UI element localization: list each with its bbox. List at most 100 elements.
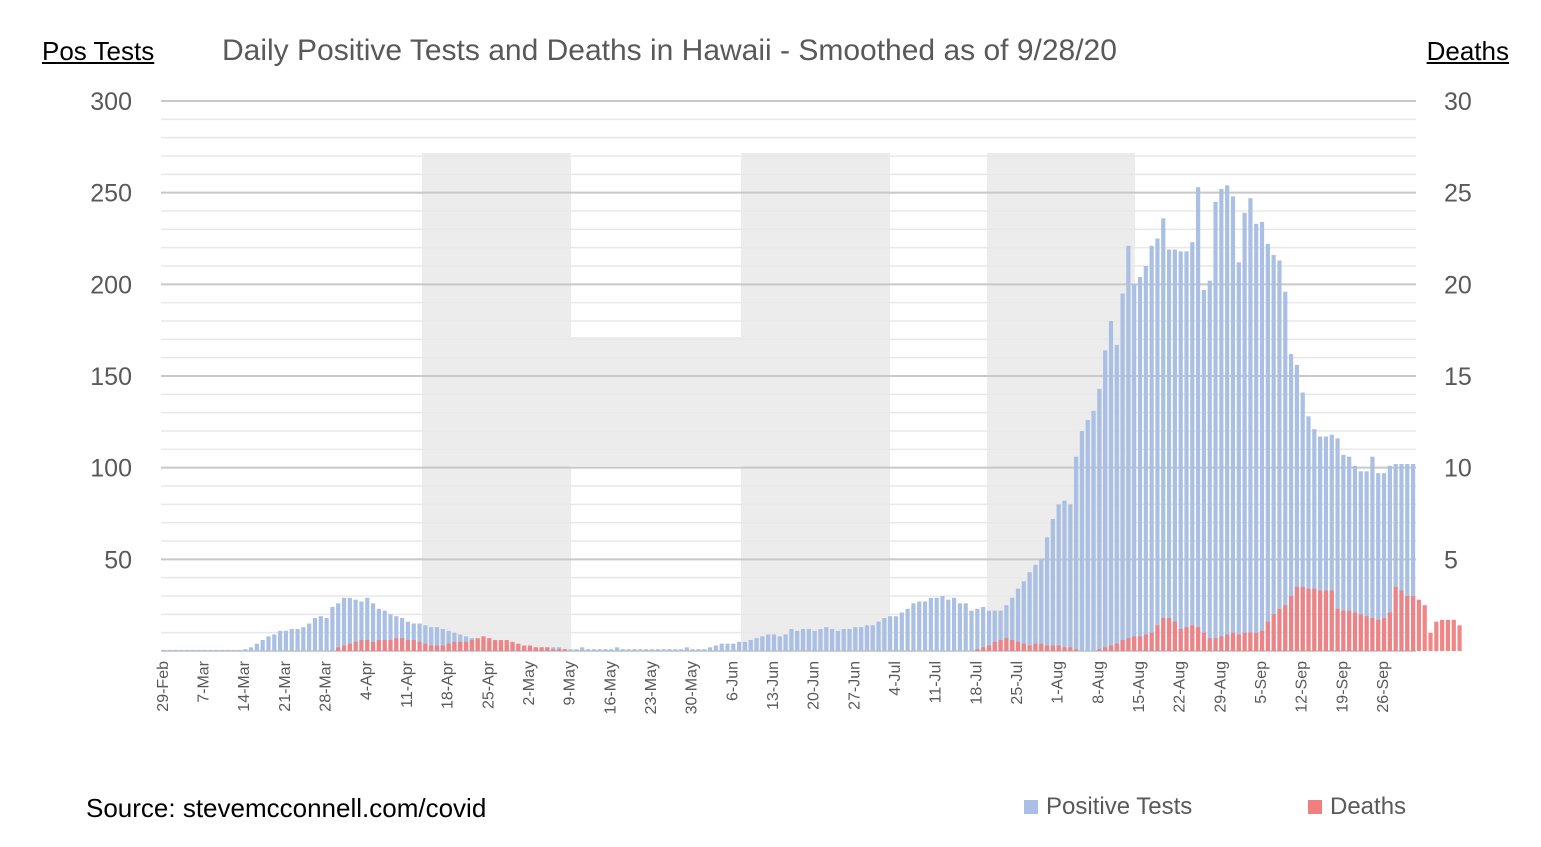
- x-tick-label: 1-Aug: [1050, 661, 1067, 704]
- deaths-bar: [1277, 608, 1282, 651]
- positive-tests-bar: [1225, 185, 1230, 652]
- deaths-bar: [1254, 632, 1259, 651]
- left-tick-label: 200: [90, 271, 132, 299]
- positive-tests-bar: [1103, 350, 1108, 651]
- positive-tests-bar: [917, 601, 922, 651]
- x-tick-label: 4-Apr: [358, 660, 375, 700]
- positive-tests-bar: [748, 640, 753, 651]
- x-tick-label: 29-Aug: [1212, 661, 1229, 713]
- deaths-bar: [1039, 643, 1044, 651]
- deaths-bar: [1457, 625, 1462, 651]
- right-tick-label: 20: [1444, 271, 1472, 299]
- x-tick-label: 20-Jun: [806, 661, 823, 710]
- positive-tests-bar: [806, 629, 811, 651]
- positive-tests-bar: [359, 601, 364, 651]
- positive-tests-bar: [1411, 464, 1416, 651]
- deaths-bar: [1381, 618, 1387, 651]
- positive-tests-bar: [789, 629, 794, 651]
- positive-tests-bar: [1074, 456, 1079, 651]
- positive-tests-bar: [161, 649, 166, 651]
- deaths-bar: [1161, 618, 1166, 651]
- deaths-bar: [1225, 634, 1230, 651]
- deaths-bar: [434, 645, 440, 651]
- deaths-bar: [975, 649, 980, 651]
- positive-tests-bar: [219, 649, 225, 651]
- positive-tests-bar: [254, 643, 259, 651]
- deaths-bar: [1300, 586, 1305, 651]
- positive-tests-bar: [905, 608, 910, 651]
- positive-tests-bar: [1085, 420, 1090, 651]
- grid-lines: [161, 100, 1416, 652]
- positive-tests-bar: [1318, 436, 1323, 651]
- x-tick-label: 9-May: [562, 661, 579, 705]
- deaths-bar: [1428, 632, 1433, 651]
- x-tick-label: 16-May: [602, 661, 619, 714]
- deaths-bar: [481, 636, 486, 651]
- positive-tests-bar: [1172, 249, 1177, 651]
- deaths-bar: [1283, 605, 1288, 651]
- positive-tests-bar: [1271, 255, 1276, 651]
- positive-tests-bar: [1288, 354, 1294, 651]
- deaths-bar: [1329, 590, 1334, 651]
- positive-tests-bar: [551, 647, 556, 651]
- deaths-bar: [1196, 627, 1201, 651]
- deaths-bar: [411, 640, 416, 651]
- positive-tests-bar: [341, 597, 347, 651]
- left-tick-label: 50: [104, 546, 132, 574]
- positive-tests-bar: [690, 649, 695, 651]
- positive-tests-bar: [1352, 465, 1358, 651]
- deaths-bar: [1259, 630, 1265, 651]
- deaths-bar: [1422, 605, 1427, 651]
- left-tick-label: 150: [90, 363, 132, 391]
- positive-tests-bar: [1236, 262, 1241, 651]
- deaths-bar: [376, 640, 381, 651]
- deaths-bar: [1149, 632, 1154, 651]
- positive-tests-bar: [388, 614, 393, 651]
- deaths-bar: [539, 647, 544, 651]
- deaths-bar: [341, 645, 347, 651]
- deaths-bar: [423, 643, 428, 651]
- deaths-bar: [1015, 641, 1021, 651]
- positive-tests-bar: [400, 618, 405, 651]
- deaths-bar: [1411, 596, 1416, 651]
- positive-tests-bar: [324, 618, 329, 651]
- positive-tests-bar: [783, 634, 788, 651]
- positive-tests-bar: [667, 649, 672, 651]
- x-tick-label: 21-Mar: [277, 660, 294, 711]
- positive-tests-bar: [1120, 293, 1125, 651]
- positive-tests-bar: [992, 610, 997, 651]
- positive-tests-bar: [1230, 196, 1236, 652]
- positive-tests-bar: [370, 603, 376, 651]
- positive-tests-bar: [1044, 537, 1050, 651]
- positive-tests-bar: [1132, 284, 1137, 651]
- deaths-bar: [347, 643, 352, 651]
- deaths-bar: [365, 640, 370, 651]
- deaths-bar: [1033, 643, 1038, 651]
- deaths-bar: [1399, 590, 1404, 651]
- deaths-bar: [1068, 647, 1073, 651]
- positive-tests-bar: [260, 640, 265, 651]
- deaths-bar: [986, 645, 992, 651]
- deaths-bar: [1010, 640, 1015, 651]
- deaths-bar: [1207, 638, 1212, 651]
- deaths-bar: [545, 647, 550, 651]
- positive-tests-bar: [365, 597, 370, 651]
- positive-tests-bar: [231, 649, 236, 651]
- positive-tests-bar: [167, 649, 172, 651]
- positive-tests-bar: [876, 621, 881, 651]
- deaths-bar: [1387, 612, 1392, 651]
- deaths-bar: [533, 647, 538, 651]
- deaths-bar: [492, 640, 498, 651]
- right-axis-ticks: 5 10 15 20 25 30: [1444, 88, 1472, 574]
- deaths-bar: [1323, 590, 1329, 651]
- positive-tests-bar: [1335, 438, 1340, 651]
- deaths-bar: [1352, 612, 1358, 651]
- deaths-bar: [1219, 636, 1224, 651]
- deaths-bar: [359, 640, 364, 651]
- deaths-bar: [1172, 621, 1177, 651]
- x-tick-label: 12-Sep: [1294, 661, 1311, 713]
- x-tick-label: 27-Jun: [846, 661, 863, 710]
- x-tick-label: 11-Apr: [399, 660, 416, 708]
- positive-tests-bar: [1155, 238, 1160, 651]
- positive-tests-bar: [1114, 344, 1119, 651]
